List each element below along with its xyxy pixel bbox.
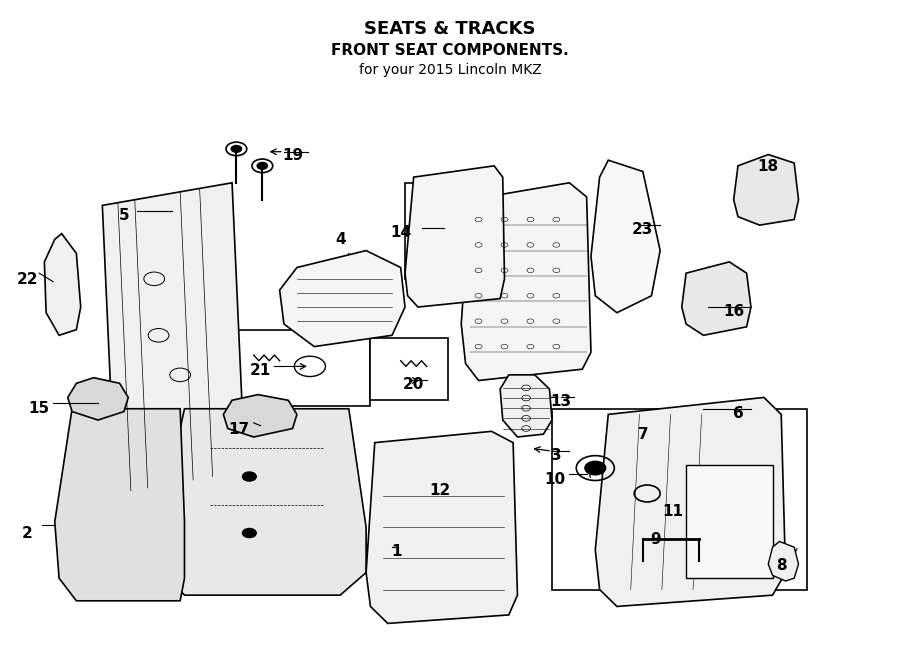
Text: for your 2015 Lincoln MKZ: for your 2015 Lincoln MKZ: [358, 63, 542, 77]
Polygon shape: [682, 262, 751, 335]
Circle shape: [585, 461, 606, 475]
Bar: [405, 183, 500, 279]
Polygon shape: [103, 183, 245, 494]
Text: 7: 7: [637, 426, 648, 442]
Text: 13: 13: [550, 394, 572, 409]
Polygon shape: [769, 541, 798, 581]
Bar: [686, 465, 772, 578]
Text: SEATS & TRACKS: SEATS & TRACKS: [364, 20, 536, 38]
Text: 20: 20: [403, 377, 425, 392]
Text: 3: 3: [551, 448, 562, 463]
Text: 1: 1: [392, 543, 401, 559]
Text: FRONT SEAT COMPONENTS.: FRONT SEAT COMPONENTS.: [331, 43, 569, 58]
Bar: [232, 330, 371, 406]
Text: 10: 10: [544, 472, 565, 487]
Bar: [552, 408, 807, 590]
Polygon shape: [595, 397, 786, 606]
Polygon shape: [55, 408, 184, 601]
Text: 12: 12: [429, 483, 450, 498]
Polygon shape: [591, 160, 660, 313]
Polygon shape: [223, 395, 297, 437]
Bar: [371, 338, 448, 401]
Text: 16: 16: [723, 304, 744, 319]
Text: 15: 15: [29, 401, 50, 416]
Circle shape: [242, 529, 256, 537]
Circle shape: [231, 145, 241, 152]
Text: 23: 23: [632, 221, 653, 237]
Polygon shape: [68, 377, 129, 420]
Text: 9: 9: [651, 532, 661, 547]
Text: 22: 22: [16, 272, 38, 288]
Circle shape: [257, 163, 267, 169]
Polygon shape: [734, 155, 798, 225]
Text: 2: 2: [22, 525, 32, 541]
Polygon shape: [461, 183, 591, 381]
Text: 14: 14: [390, 225, 411, 240]
Polygon shape: [405, 166, 505, 307]
Polygon shape: [280, 251, 405, 346]
Text: 17: 17: [229, 422, 249, 437]
Text: 6: 6: [733, 406, 743, 421]
Text: 18: 18: [758, 159, 778, 175]
Text: 4: 4: [335, 232, 346, 247]
Text: 5: 5: [119, 208, 130, 223]
Polygon shape: [158, 408, 366, 595]
Text: 8: 8: [776, 559, 787, 573]
Text: 19: 19: [282, 148, 303, 163]
Text: 11: 11: [662, 504, 684, 519]
Polygon shape: [44, 233, 81, 335]
Text: 21: 21: [250, 363, 271, 378]
Polygon shape: [366, 432, 518, 623]
Circle shape: [242, 472, 256, 481]
Polygon shape: [500, 375, 552, 437]
